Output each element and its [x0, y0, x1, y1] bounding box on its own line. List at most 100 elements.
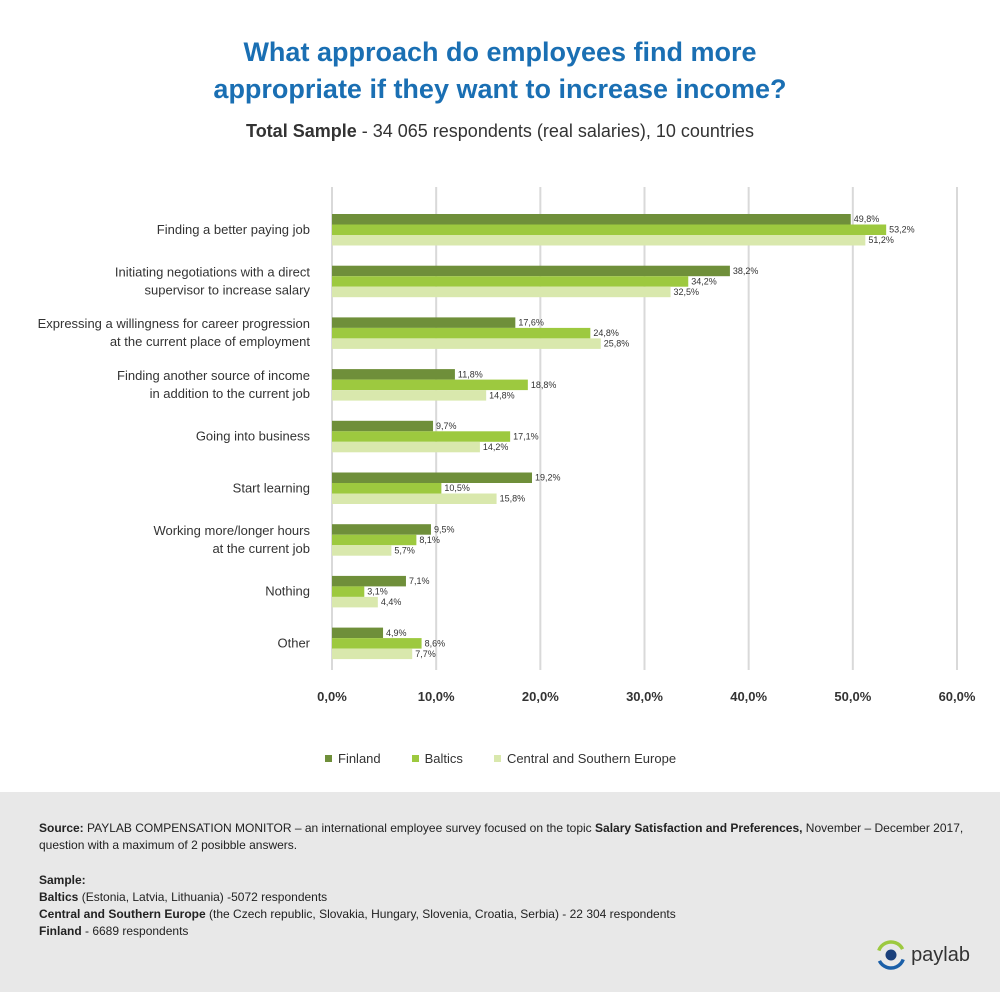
category-label: Finding a better paying job — [157, 222, 310, 237]
bar — [332, 327, 591, 339]
bar — [332, 524, 431, 535]
bar — [332, 276, 689, 287]
bar — [332, 575, 406, 587]
data-label: 3,1% — [367, 587, 388, 597]
legend-label: Central and Southern Europe — [506, 751, 677, 766]
bar — [332, 224, 887, 235]
legend-item: Finland — [325, 751, 381, 766]
chart-subtitle: Total Sample - 34 065 respondents (real … — [0, 121, 1000, 142]
footer-panel: Source: PAYLAB COMPENSATION MONITOR – an… — [0, 792, 1000, 992]
cse-text: (the Czech republic, Slovakia, Hungary, … — [205, 907, 676, 921]
bar — [332, 286, 671, 298]
x-tick-label: 50,0% — [834, 689, 871, 704]
source-label: Source: — [39, 821, 84, 835]
title-line-2: appropriate if they want to increase inc… — [213, 74, 787, 104]
footer-text: Source: PAYLAB COMPENSATION MONITOR – an… — [39, 820, 969, 940]
category-label: Finding another source of income — [117, 368, 310, 383]
x-tick-label: 0,0% — [317, 689, 347, 704]
sample-cse: Central and Southern Europe (the Czech r… — [39, 906, 969, 923]
data-label: 17,6% — [518, 318, 544, 328]
logo-text: paylab — [911, 943, 970, 966]
title-line-1: What approach do employees find more — [243, 37, 757, 67]
x-tick-label: 10,0% — [418, 689, 455, 704]
bar — [332, 596, 378, 608]
legend-label: Baltics — [424, 751, 463, 766]
data-label: 8,6% — [425, 638, 446, 648]
data-label: 9,7% — [436, 421, 457, 431]
source-note: Source: PAYLAB COMPENSATION MONITOR – an… — [39, 820, 969, 854]
category-label: at the current place of employment — [110, 334, 311, 349]
bar — [332, 317, 516, 328]
x-tick-label: 20,0% — [522, 689, 559, 704]
legend-swatch — [411, 755, 419, 762]
x-tick-label: 60,0% — [939, 689, 976, 704]
data-label: 4,9% — [386, 628, 407, 638]
bar — [332, 441, 480, 453]
legend-label: Finland — [338, 751, 381, 766]
category-label: in addition to the current job — [150, 386, 310, 401]
data-label: 24,8% — [593, 328, 619, 338]
baltics-text: (Estonia, Latvia, Lithuania) -5072 respo… — [78, 890, 328, 904]
category-label: Working more/longer hours — [153, 523, 310, 538]
bar — [332, 472, 532, 483]
source-text-2: November – December 2017, question with … — [39, 821, 964, 852]
subtitle-rest: - 34 065 respondents (real salaries), 10… — [356, 121, 754, 141]
category-label: Going into business — [196, 429, 311, 444]
data-label: 49,8% — [854, 214, 880, 224]
category-label: Nothing — [265, 584, 310, 599]
x-tick-label: 30,0% — [626, 689, 663, 704]
baltics-label: Baltics — [39, 890, 79, 904]
sample-heading: Sample: — [39, 872, 969, 889]
data-label: 4,4% — [381, 597, 402, 607]
bar — [332, 648, 413, 660]
legend-item: Central and Southern Europe — [493, 751, 677, 766]
data-label: 8,1% — [419, 535, 440, 545]
finland-text: - 6689 respondents — [81, 924, 189, 938]
data-label: 9,5% — [434, 524, 455, 534]
data-label: 34,2% — [691, 276, 717, 286]
data-label: 38,2% — [733, 266, 759, 276]
bar — [332, 214, 851, 225]
data-label: 14,8% — [489, 390, 515, 400]
data-label: 10,5% — [444, 483, 470, 493]
legend-swatch — [325, 755, 332, 762]
category-label: Other — [277, 635, 310, 650]
data-label: 32,5% — [674, 287, 700, 297]
bar — [332, 338, 601, 349]
data-label: 5,7% — [394, 545, 415, 555]
bar — [332, 545, 392, 556]
bar — [332, 493, 497, 504]
bar — [332, 369, 455, 380]
sample-label: Sample: — [39, 873, 86, 887]
data-label: 19,2% — [535, 473, 561, 483]
source-text-1: PAYLAB COMPENSATION MONITOR – an interna… — [83, 821, 596, 835]
bar — [332, 627, 384, 639]
sample-finland: Finland - 6689 respondents — [39, 923, 969, 940]
data-label: 11,8% — [458, 369, 483, 379]
source-bold: Salary Satisfaction and Preferences, — [595, 821, 803, 835]
data-label: 53,2% — [889, 225, 915, 235]
bar — [332, 483, 442, 494]
bar — [332, 638, 422, 649]
bar — [332, 586, 365, 597]
bar — [332, 420, 434, 432]
bar — [332, 379, 528, 391]
subtitle-bold: Total Sample — [246, 121, 357, 141]
data-label: 14,2% — [483, 442, 509, 452]
category-label: Initiating negotiations with a direct — [115, 264, 311, 279]
category-label: supervisor to increase salary — [145, 282, 311, 297]
bar — [332, 431, 511, 442]
eye-logo-icon — [876, 940, 906, 970]
data-label: 51,2% — [868, 235, 894, 245]
data-label: 17,1% — [513, 432, 539, 442]
data-label: 15,8% — [500, 494, 526, 504]
data-label: 7,7% — [415, 649, 436, 659]
x-tick-label: 40,0% — [730, 689, 767, 704]
bar-chart: 0,0% 10,0% 20,0% 30,0% 40,0% 50,0% 60,0% 49,8% 5… — [38, 187, 976, 704]
chart-legend: Finland Baltics Central and Southern Europ… — [325, 751, 707, 766]
data-label: 18,8% — [531, 380, 557, 390]
bar — [332, 534, 417, 546]
legend-item: Baltics — [411, 751, 463, 766]
category-label: Expressing a willingness for career prog… — [38, 316, 310, 331]
category-label: at the current job — [212, 541, 310, 556]
